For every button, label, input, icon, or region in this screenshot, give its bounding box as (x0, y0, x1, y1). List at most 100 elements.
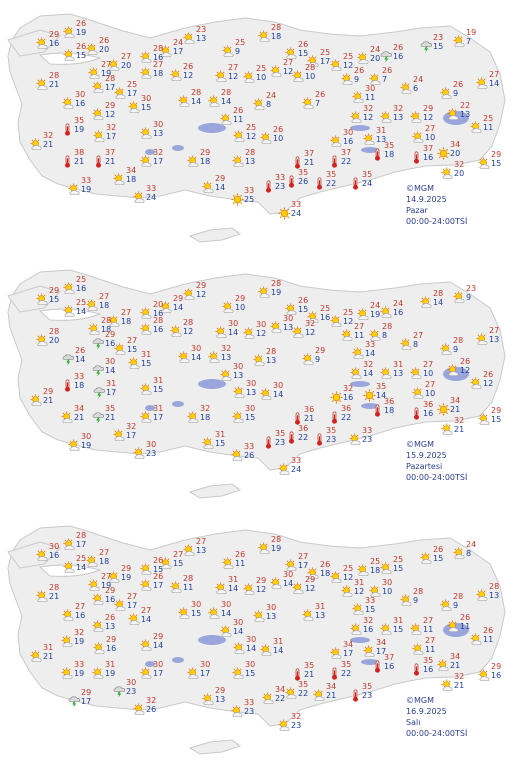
low-temperature: 14 (221, 609, 232, 618)
city-forecast-marker: 28 13 (232, 148, 260, 172)
thermometer-hot-icon (285, 429, 298, 444)
thrace-landmass (7, 285, 61, 313)
high-temperature: 28 (266, 347, 277, 356)
high-temperature: 33 (291, 200, 302, 209)
partly-cloudy-icon (140, 409, 153, 423)
partly-cloudy-icon (160, 555, 173, 569)
sunny-icon (363, 387, 376, 402)
forecast-caption: ©MGM 16.9.2025 Salı 00:00-24:00TSİ (406, 695, 467, 739)
partly-cloudy-icon (369, 71, 382, 85)
partly-cloudy-icon (63, 24, 76, 38)
partly-cloudy-icon (183, 30, 196, 44)
city-forecast-marker: 37 21 (92, 148, 120, 172)
city-forecast-marker: 30 15 (232, 660, 260, 684)
high-temperature: 31 (215, 430, 226, 439)
partly-cloudy-icon (93, 128, 106, 142)
low-temperature: 11 (354, 331, 365, 340)
city-forecast-marker: 30 13 (220, 362, 248, 386)
city-forecast-marker: 31 17 (93, 379, 121, 403)
partly-cloudy-icon (108, 57, 121, 71)
city-forecast-marker: 27 13 (476, 326, 504, 350)
thermometer-hot-icon (328, 665, 341, 680)
city-forecast-marker: 29 10 (222, 294, 250, 318)
city-forecast-marker: 24 17 (160, 38, 188, 62)
high-temperature: 27 (141, 606, 152, 615)
high-temperature: 30 (200, 660, 211, 669)
low-temperature: 15 (393, 625, 404, 634)
thermometer-hot-icon (291, 666, 304, 681)
city-forecast-marker: 32 12 (350, 104, 378, 128)
low-temperature: 8 (466, 549, 472, 558)
low-temperature: 14 (273, 646, 284, 655)
high-temperature: 31 (153, 404, 164, 413)
city-forecast-marker: 34 21 (61, 404, 89, 428)
high-temperature: 28 (489, 582, 500, 591)
high-temperature: 28 (191, 88, 202, 97)
city-forecast-marker: 27 17 (285, 552, 313, 576)
high-temperature: 30 (105, 357, 116, 366)
thunderstorm-icon (62, 351, 75, 366)
high-temperature: 29 (305, 575, 316, 584)
partly-cloudy-icon (400, 80, 413, 94)
high-temperature: 35 (275, 429, 286, 438)
city-forecast-marker: 36 18 (371, 397, 399, 421)
high-temperature: 30 (126, 678, 137, 687)
source-label: ©MGM (406, 184, 435, 193)
partly-cloudy-icon (352, 601, 365, 615)
low-temperature: 14 (376, 391, 387, 400)
city-forecast-marker: 27 18 (108, 308, 136, 332)
thermometer-hot-icon (371, 146, 384, 161)
city-forecast-marker: 30 14 (178, 344, 206, 368)
high-temperature: 29 (491, 662, 502, 671)
high-temperature: 28 (221, 88, 232, 97)
high-temperature: 37 (341, 148, 352, 157)
low-temperature: 19 (370, 310, 381, 319)
lake-keban (350, 125, 370, 131)
partly-cloudy-icon (260, 130, 273, 144)
low-temperature: 15 (127, 345, 138, 354)
city-forecast-marker: 30 14 (260, 381, 288, 405)
high-temperature: 30 (221, 600, 232, 609)
high-temperature: 27 (99, 548, 110, 557)
city-forecast-marker: 30 12 (243, 320, 271, 344)
city-forecast-marker: 26 12 (470, 370, 498, 394)
low-temperature: 11 (425, 645, 436, 654)
time-range-label: 00:00-24:00TSİ (406, 217, 468, 226)
low-temperature: 12 (256, 585, 267, 594)
city-forecast-marker: 24 19 (357, 301, 385, 325)
low-temperature: 14 (215, 183, 226, 192)
partly-cloudy-icon (187, 409, 200, 423)
city-forecast-marker: 29 12 (92, 101, 120, 125)
low-temperature: 17 (343, 649, 354, 658)
partly-cloudy-icon (215, 580, 228, 594)
low-temperature: 7 (382, 75, 388, 84)
partly-cloudy-icon (92, 665, 105, 679)
high-temperature: 27 (99, 292, 110, 301)
city-forecast-marker: 30 13 (140, 120, 168, 144)
high-temperature: 26 (233, 106, 244, 115)
city-forecast-marker: 26 7 (302, 90, 330, 114)
low-temperature: 9 (354, 75, 360, 84)
high-temperature: 26 (75, 346, 86, 355)
high-temperature: 26 (105, 613, 116, 622)
city-forecast-marker: 26 9 (341, 66, 369, 90)
city-forecast-marker: 25 18 (357, 557, 385, 581)
partly-cloudy-icon (243, 325, 256, 339)
partly-cloudy-icon (202, 691, 215, 705)
high-temperature: 26 (453, 80, 464, 89)
partly-cloudy-icon (140, 665, 153, 679)
high-temperature: 35 (326, 170, 337, 179)
city-forecast-marker: 26 20 (86, 36, 114, 60)
turkey-landmass (7, 269, 506, 471)
city-forecast-marker: 29 12 (183, 281, 211, 305)
partly-cloudy-icon (183, 542, 196, 556)
low-temperature: 16 (75, 611, 86, 620)
high-temperature: 32 (454, 160, 465, 169)
low-temperature: 15 (298, 305, 309, 314)
low-temperature: 11 (365, 93, 376, 102)
low-temperature: 19 (121, 573, 132, 582)
city-forecast-marker: 30 15 (178, 600, 206, 624)
high-temperature: 32 (106, 123, 117, 132)
partly-cloudy-icon (285, 45, 298, 59)
low-temperature: 12 (343, 61, 354, 70)
